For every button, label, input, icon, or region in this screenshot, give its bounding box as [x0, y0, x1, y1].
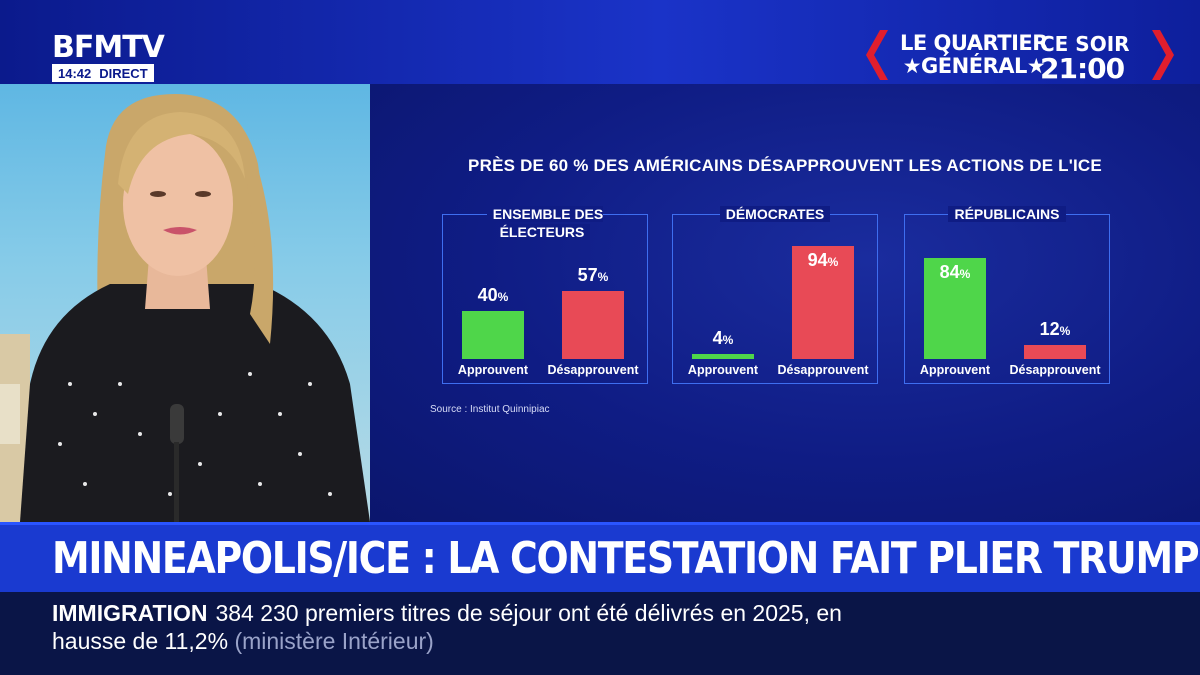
show-title-line2: ★GÉNÉRAL★: [902, 54, 1046, 78]
bar-value-label: 57%: [577, 264, 609, 285]
bar-disapprove: [562, 290, 624, 359]
show-time: 21:00: [1040, 52, 1125, 85]
show-when: CE SOIR: [1040, 32, 1130, 56]
channel-logo: BFMTV: [52, 30, 165, 65]
ticker-text-2: hausse de 11,2%: [52, 628, 229, 654]
ticker-keyword: IMMIGRATION: [52, 600, 208, 626]
clock-time: 14:42: [58, 65, 92, 81]
clock-badge: 14:42 DIRECT: [52, 64, 154, 82]
headline-text: MINNEAPOLIS/ICE : LA CONTESTATION FAIT P…: [52, 533, 1200, 584]
bar-approve: [692, 354, 754, 359]
ticker-line-2: hausse de 11,2% (ministère Intérieur): [52, 628, 434, 655]
bar-category-label: Désapprouvent: [547, 363, 639, 377]
ticker-source: (ministère Intérieur): [234, 628, 434, 654]
presenter-image: [0, 94, 370, 522]
chart-group-title-text: RÉPUBLICAINS: [948, 206, 1066, 222]
bar-value-label: 84%: [939, 262, 971, 283]
chevron-left-icon: [866, 30, 888, 80]
chart-group-title-text: ENSEMBLE DES ÉLECTEURS: [486, 206, 604, 240]
chart-panel: PRÈS DE 60 % DES AMÉRICAINS DÉSAPPROUVEN…: [370, 84, 1200, 522]
top-bar: BFMTV 14:42 DIRECT LE QUARTIER ★GÉNÉRAL★…: [0, 0, 1200, 85]
bar-category-label: Désapprouvent: [1009, 363, 1101, 377]
show-title-line1: LE QUARTIER: [900, 31, 1048, 55]
chart-group: DÉMOCRATES 4% Approuvent 94% Désapprouvent: [672, 206, 878, 384]
bar-disapprove: [792, 246, 854, 359]
ticker-line-1: IMMIGRATION 384 230 premiers titres de sé…: [52, 600, 842, 627]
bar-approve: [924, 258, 986, 359]
chart-group-title: RÉPUBLICAINS: [905, 206, 1109, 224]
live-label: DIRECT: [99, 65, 148, 81]
chart-group-title: DÉMOCRATES: [673, 206, 877, 224]
bar-category-label: Approuvent: [687, 363, 759, 377]
bar-value-label: 94%: [807, 250, 839, 271]
bar-category-label: Désapprouvent: [777, 363, 869, 377]
show-title: LE QUARTIER ★GÉNÉRAL★: [900, 32, 1048, 78]
bar-value-label: 12%: [1039, 318, 1071, 339]
ticker-text-1: 384 230 premiers titres de séjour ont ét…: [215, 600, 842, 626]
chart-group: RÉPUBLICAINS 84% Approuvent 12% Désapprouven…: [904, 206, 1110, 384]
news-ticker: IMMIGRATION 384 230 premiers titres de sé…: [0, 592, 1200, 675]
presenter-video: [0, 84, 370, 522]
bar-category-label: Approuvent: [457, 363, 529, 377]
bar-disapprove: [1024, 344, 1086, 359]
chart-title: PRÈS DE 60 % DES AMÉRICAINS DÉSAPPROUVEN…: [468, 156, 1102, 175]
bar-approve: [462, 311, 524, 359]
headline-bar: MINNEAPOLIS/ICE : LA CONTESTATION FAIT P…: [0, 522, 1200, 592]
bar-value-label: 4%: [712, 328, 734, 349]
bar-category-label: Approuvent: [919, 363, 991, 377]
chart-group: ENSEMBLE DES ÉLECTEURS 40% Approuvent 57% Dé…: [442, 206, 648, 384]
show-promo: LE QUARTIER ★GÉNÉRAL★ CE SOIR 21:00: [866, 28, 1176, 85]
chart-group-title-text: DÉMOCRATES: [719, 206, 831, 222]
chart-group-title: ENSEMBLE DES ÉLECTEURS: [443, 206, 647, 242]
chevron-right-icon: [1152, 30, 1174, 80]
chart-source: Source : Institut Quinnipiac: [430, 404, 550, 415]
bar-value-label: 40%: [477, 285, 509, 305]
